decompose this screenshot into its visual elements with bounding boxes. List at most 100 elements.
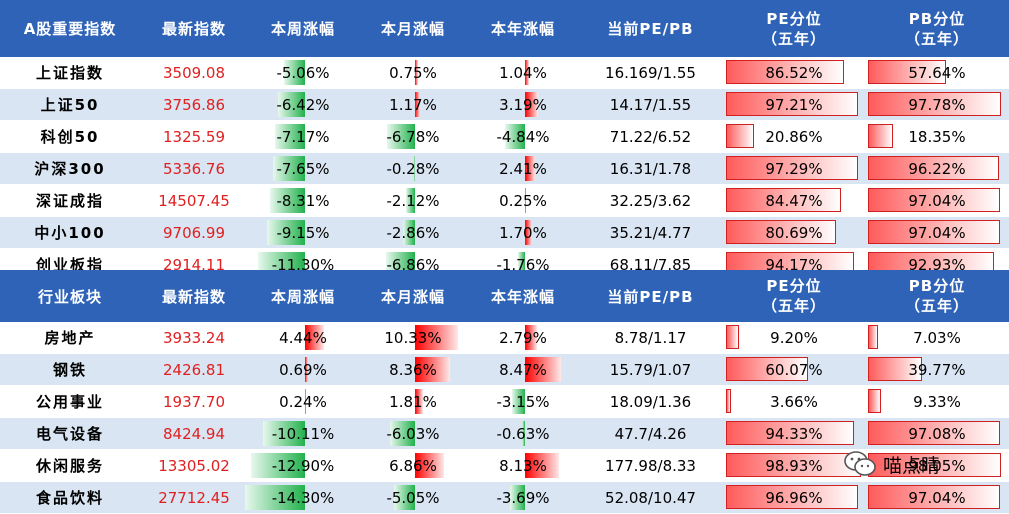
month-change-value: -6.78% bbox=[386, 127, 440, 146]
pe-percentile-value: 97.29% bbox=[765, 159, 823, 178]
index-name: 上证指数 bbox=[35, 64, 104, 82]
pe-percentile-cell: 20.86% bbox=[723, 121, 865, 152]
year-change-value: -1.76% bbox=[496, 255, 550, 274]
month-change-value: 0.75% bbox=[389, 63, 437, 82]
month-change-cell: 6.86% bbox=[358, 450, 468, 481]
month-change-cell: -6.78% bbox=[358, 121, 468, 152]
month-change-cell: 8.36% bbox=[358, 354, 468, 385]
pb-header-line1: PB分位 bbox=[908, 277, 966, 295]
month-change-cell: -0.28% bbox=[358, 153, 468, 184]
month-change-bar bbox=[415, 325, 459, 350]
month-change-bar bbox=[415, 357, 451, 382]
index-name: 钢铁 bbox=[52, 361, 87, 379]
index-name: 房地产 bbox=[44, 329, 96, 347]
pb-percentile-cell: 96.22% bbox=[865, 153, 1009, 184]
pe-percentile-bar bbox=[726, 60, 844, 84]
pe-percentile-bar bbox=[726, 325, 739, 349]
pb-percentile-value: 9.33% bbox=[913, 392, 961, 411]
pe-header-line2: （五年） bbox=[761, 297, 826, 315]
pb-percentile-value: 97.08% bbox=[908, 424, 966, 443]
index-name: 科创50 bbox=[40, 128, 100, 146]
pb-percentile-value: 7.03% bbox=[913, 328, 961, 347]
pe-pb-value: 16.31/1.78 bbox=[609, 159, 692, 178]
pb-percentile-bar bbox=[868, 389, 881, 413]
pb-percentile-value: 97.04% bbox=[908, 488, 966, 507]
table-row: 科创50 1325.59 -7.17% -6.78% -4.84% 71.22/6.52 2… bbox=[0, 121, 1009, 153]
month-change-value: 6.86% bbox=[389, 456, 437, 475]
col-year-header: 本年涨幅 bbox=[490, 287, 555, 306]
year-change-cell: 1.70% bbox=[468, 217, 578, 248]
month-change-cell: -5.05% bbox=[358, 482, 468, 513]
pe-percentile-value: 96.96% bbox=[765, 488, 823, 507]
col-pepb-header: 当前PE/PB bbox=[607, 287, 694, 306]
col-name-header: A股重要指数 bbox=[23, 20, 117, 38]
pb-percentile-value: 98.05% bbox=[908, 456, 966, 475]
pb-header-line2: （五年） bbox=[904, 297, 969, 315]
pb-header-line1: PB分位 bbox=[908, 9, 966, 28]
pe-pb-value: 16.169/1.55 bbox=[605, 63, 696, 82]
pb-percentile-value: 39.77% bbox=[908, 360, 966, 379]
year-change-bar bbox=[517, 252, 525, 277]
week-change-cell: -9.15% bbox=[248, 217, 358, 248]
pe-percentile-cell: 98.93% bbox=[723, 450, 865, 481]
latest-index: 2914.11 bbox=[162, 255, 226, 274]
year-change-cell: 8.13% bbox=[468, 450, 578, 481]
month-change-value: -2.12% bbox=[386, 191, 440, 210]
week-change-bar bbox=[305, 325, 324, 350]
pe-percentile-cell: 97.21% bbox=[723, 89, 865, 120]
index-name: 创业板指 bbox=[35, 256, 104, 274]
year-change-cell: 0.25% bbox=[468, 185, 578, 216]
index-name: 深证成指 bbox=[35, 192, 104, 210]
week-change-value: -8.31% bbox=[276, 191, 330, 210]
col-year-header: 本年涨幅 bbox=[490, 20, 555, 38]
table-row: 中小100 9706.99 -9.15% -2.86% 1.70% 35.21/4.77 8… bbox=[0, 217, 1009, 249]
index-name: 食品饮料 bbox=[35, 489, 104, 507]
pe-pb-value: 52.08/10.47 bbox=[605, 488, 696, 507]
table-row: 食品饮料 27712.45 -14.30% -5.05% -3.69% 52.08/10.… bbox=[0, 482, 1009, 514]
year-change-cell: -1.76% bbox=[468, 249, 578, 280]
year-change-value: 8.13% bbox=[499, 456, 547, 475]
col-week-header: 本周涨幅 bbox=[270, 287, 335, 306]
week-change-cell: -8.31% bbox=[248, 185, 358, 216]
pb-percentile-cell: 97.04% bbox=[865, 217, 1009, 248]
year-change-cell: -0.63% bbox=[468, 418, 578, 449]
month-change-value: -2.86% bbox=[386, 223, 440, 242]
pe-percentile-value: 9.20% bbox=[770, 328, 818, 347]
year-change-cell: 2.79% bbox=[468, 322, 578, 353]
table-row: 沪深300 5336.76 -7.65% -0.28% 2.41% 16.31/1.78 9… bbox=[0, 153, 1009, 185]
pe-percentile-value: 98.93% bbox=[765, 456, 823, 475]
pb-percentile-value: 57.64% bbox=[908, 63, 966, 82]
pe-percentile-value: 94.17% bbox=[765, 255, 823, 274]
year-change-bar bbox=[525, 60, 530, 85]
latest-index: 2426.81 bbox=[162, 360, 226, 379]
pe-pb-value: 8.78/1.17 bbox=[614, 328, 687, 347]
year-change-value: 1.70% bbox=[499, 223, 547, 242]
col-week-header: 本周涨幅 bbox=[270, 20, 335, 38]
latest-index: 3509.08 bbox=[162, 63, 226, 82]
col-latest-header: 最新指数 bbox=[161, 20, 226, 38]
latest-index: 3933.24 bbox=[162, 328, 226, 347]
year-change-value: -4.84% bbox=[496, 127, 550, 146]
week-change-cell: -14.30% bbox=[245, 482, 358, 513]
month-change-bar bbox=[386, 124, 415, 149]
month-change-value: -6.03% bbox=[386, 424, 440, 443]
pe-header-line2: （五年） bbox=[761, 29, 826, 48]
index-name: 沪深300 bbox=[34, 160, 106, 178]
week-change-cell: 0.69% bbox=[248, 354, 358, 385]
pe-percentile-bar bbox=[726, 453, 861, 477]
pb-percentile-cell: 92.93% bbox=[865, 249, 1009, 280]
table-row: 上证50 3756.86 -6.42% 1.17% 3.19% 14.17/1.55 97.… bbox=[0, 89, 1009, 121]
week-change-bar bbox=[266, 220, 305, 245]
month-change-cell: 10.33% bbox=[358, 322, 468, 353]
week-change-bar bbox=[274, 124, 305, 149]
pb-percentile-bar bbox=[868, 156, 999, 180]
month-change-value: 8.36% bbox=[389, 360, 437, 379]
month-change-cell: 1.17% bbox=[358, 89, 468, 120]
pe-pb-value: 68.11/7.85 bbox=[609, 255, 692, 274]
latest-index: 9706.99 bbox=[162, 223, 226, 242]
month-change-value: -0.28% bbox=[386, 159, 440, 178]
pe-pb-value: 47.7/4.26 bbox=[614, 424, 687, 443]
pb-percentile-value: 96.22% bbox=[908, 159, 966, 178]
index-name: 电气设备 bbox=[35, 425, 104, 443]
